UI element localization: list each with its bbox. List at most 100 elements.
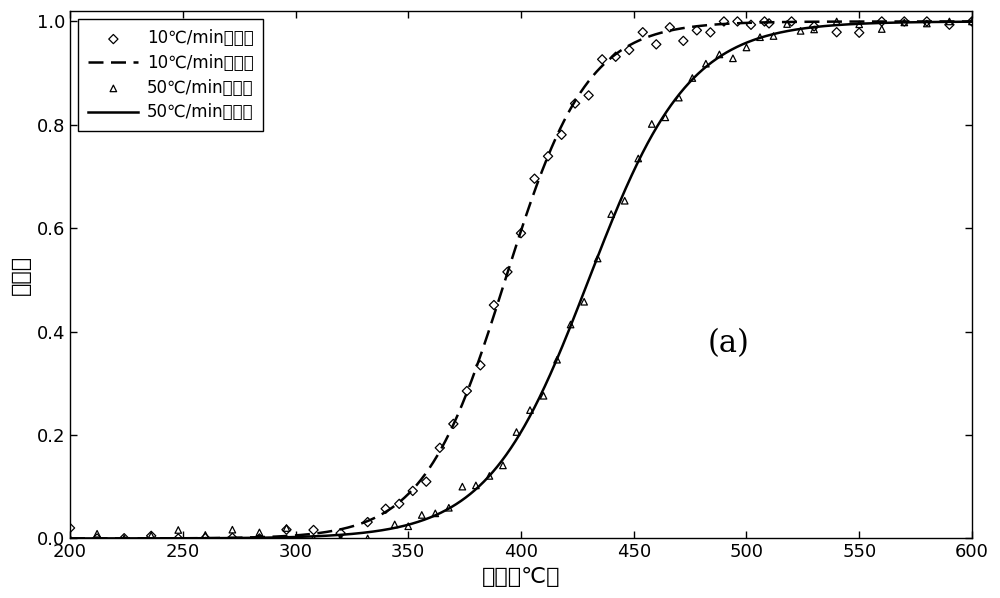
10℃/min实验点 xyxy=(702,28,718,37)
50℃/min实验点 xyxy=(684,73,700,83)
10℃/min实验点 xyxy=(540,151,556,161)
50℃/min计算値 xyxy=(479,477,491,484)
10℃/min实验点 xyxy=(716,17,732,26)
10℃/min实验点 xyxy=(432,443,448,453)
50℃/min实验点 xyxy=(495,460,511,470)
Legend: 10℃/min实验点, 10℃/min计算値, 50℃/min实验点, 50℃/min计算値: 10℃/min实验点, 10℃/min计算値, 50℃/min实验点, 50℃/… xyxy=(78,20,263,132)
50℃/min实验点 xyxy=(644,119,660,129)
10℃/min实验点 xyxy=(62,523,78,533)
10℃/min实验点 xyxy=(378,504,394,514)
Line: 10℃/min计算値: 10℃/min计算値 xyxy=(70,22,972,538)
10℃/min实验点 xyxy=(116,533,132,543)
50℃/min实验点 xyxy=(752,32,768,42)
10℃/min实验点 xyxy=(499,267,515,277)
10℃/min计算値 xyxy=(110,535,122,542)
50℃/min实验点 xyxy=(919,19,935,28)
10℃/min实验点 xyxy=(89,533,105,543)
50℃/min实验点 xyxy=(468,481,484,490)
10℃/min计算値 xyxy=(940,18,952,25)
50℃/min实验点 xyxy=(829,17,845,26)
10℃/min实验点 xyxy=(851,28,867,38)
50℃/min实验点 xyxy=(306,533,322,543)
50℃/min实验点 xyxy=(603,209,619,219)
10℃/min实验点 xyxy=(806,22,822,31)
Text: (a): (a) xyxy=(707,328,749,359)
50℃/min实验点 xyxy=(400,521,416,531)
10℃/min实验点 xyxy=(829,28,845,37)
50℃/min计算値 xyxy=(110,535,122,542)
10℃/min实验点 xyxy=(513,228,529,238)
10℃/min实验点 xyxy=(251,533,267,543)
10℃/min实验点 xyxy=(554,130,570,139)
50℃/min实验点 xyxy=(941,17,957,26)
50℃/min实验点 xyxy=(522,405,538,415)
10℃/min实验点 xyxy=(486,300,502,310)
10℃/min实验点 xyxy=(360,517,376,527)
10℃/min计算値 xyxy=(503,266,515,273)
10℃/min实验点 xyxy=(729,17,745,26)
50℃/min实验点 xyxy=(62,533,78,543)
50℃/min计算値 xyxy=(503,448,515,455)
10℃/min实验点 xyxy=(964,17,980,26)
10℃/min实验点 xyxy=(941,20,957,29)
50℃/min实验点 xyxy=(387,520,403,529)
10℃/min实验点 xyxy=(896,17,912,26)
50℃/min实验点 xyxy=(143,531,159,541)
50℃/min实验点 xyxy=(964,17,980,26)
10℃/min实验点 xyxy=(567,99,583,108)
50℃/min实验点 xyxy=(251,527,267,537)
50℃/min计算値 xyxy=(966,18,978,25)
50℃/min实验点 xyxy=(793,26,809,36)
50℃/min实验点 xyxy=(563,320,579,329)
10℃/min实验点 xyxy=(333,529,349,538)
50℃/min实验点 xyxy=(414,510,430,520)
10℃/min实验点 xyxy=(608,52,624,62)
50℃/min实验点 xyxy=(711,50,727,59)
10℃/min计算値 xyxy=(939,18,951,25)
50℃/min计算値 xyxy=(939,19,951,26)
50℃/min计算値 xyxy=(940,19,952,26)
10℃/min实验点 xyxy=(757,17,773,26)
10℃/min实验点 xyxy=(662,23,678,32)
50℃/min实验点 xyxy=(630,154,646,163)
10℃/min实验点 xyxy=(306,525,322,535)
50℃/min实验点 xyxy=(549,355,565,365)
10℃/min实验点 xyxy=(459,386,475,396)
10℃/min计算値 xyxy=(479,340,491,347)
50℃/min实验点 xyxy=(576,297,592,307)
50℃/min实验点 xyxy=(896,17,912,27)
10℃/min实验点 xyxy=(689,26,705,35)
50℃/min实验点 xyxy=(738,42,754,52)
10℃/min实验点 xyxy=(919,17,935,26)
10℃/min实验点 xyxy=(224,533,240,542)
50℃/min实验点 xyxy=(454,482,470,492)
10℃/min实验点 xyxy=(527,174,543,184)
50℃/min实验点 xyxy=(851,20,867,29)
50℃/min实验点 xyxy=(427,508,443,518)
10℃/min实验点 xyxy=(648,39,664,49)
50℃/min实验点 xyxy=(170,525,186,535)
10℃/min实验点 xyxy=(784,17,800,26)
50℃/min实验点 xyxy=(508,427,524,437)
50℃/min计算値 xyxy=(774,29,786,36)
10℃/min实验点 xyxy=(581,91,597,100)
10℃/min实验点 xyxy=(761,19,777,28)
10℃/min计算値 xyxy=(966,18,978,25)
50℃/min实验点 xyxy=(657,112,673,122)
10℃/min实验点 xyxy=(143,531,159,541)
50℃/min实验点 xyxy=(617,196,633,206)
10℃/min实验点 xyxy=(635,28,651,37)
50℃/min实验点 xyxy=(441,503,457,512)
10℃/min计算値 xyxy=(774,19,786,26)
10℃/min实验点 xyxy=(170,533,186,543)
10℃/min实验点 xyxy=(278,525,294,535)
50℃/min实验点 xyxy=(874,25,890,34)
50℃/min计算値 xyxy=(64,535,76,542)
10℃/min计算値 xyxy=(64,535,76,542)
10℃/min实验点 xyxy=(743,20,759,29)
50℃/min实验点 xyxy=(779,19,795,29)
10℃/min实验点 xyxy=(418,477,434,486)
10℃/min实验点 xyxy=(405,486,421,496)
10℃/min实验点 xyxy=(621,45,637,55)
50℃/min实验点 xyxy=(590,254,606,263)
